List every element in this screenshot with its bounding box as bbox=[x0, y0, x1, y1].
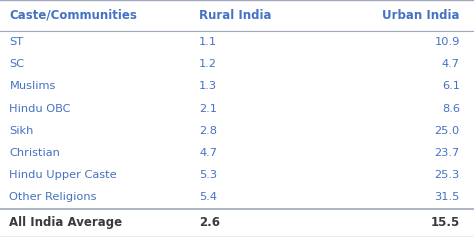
Text: 2.1: 2.1 bbox=[199, 104, 217, 114]
Text: 25.0: 25.0 bbox=[435, 126, 460, 136]
Text: 5.3: 5.3 bbox=[199, 170, 217, 180]
Text: 1.3: 1.3 bbox=[199, 81, 217, 91]
Text: 5.4: 5.4 bbox=[199, 192, 217, 202]
Text: Other Religions: Other Religions bbox=[9, 192, 97, 202]
Text: 2.8: 2.8 bbox=[199, 126, 217, 136]
Text: 1.1: 1.1 bbox=[199, 37, 217, 47]
Text: 31.5: 31.5 bbox=[434, 192, 460, 202]
Text: Christian: Christian bbox=[9, 148, 60, 158]
Text: 1.2: 1.2 bbox=[199, 59, 217, 69]
Text: 2.6: 2.6 bbox=[199, 216, 220, 229]
Text: Urban India: Urban India bbox=[382, 9, 460, 22]
Text: 8.6: 8.6 bbox=[442, 104, 460, 114]
Text: 10.9: 10.9 bbox=[434, 37, 460, 47]
Text: 4.7: 4.7 bbox=[199, 148, 217, 158]
Text: Rural India: Rural India bbox=[199, 9, 272, 22]
Text: Hindu Upper Caste: Hindu Upper Caste bbox=[9, 170, 117, 180]
Text: 6.1: 6.1 bbox=[442, 81, 460, 91]
Text: 23.7: 23.7 bbox=[435, 148, 460, 158]
Text: 15.5: 15.5 bbox=[430, 216, 460, 229]
Text: SC: SC bbox=[9, 59, 25, 69]
Text: 4.7: 4.7 bbox=[442, 59, 460, 69]
Text: Hindu OBC: Hindu OBC bbox=[9, 104, 71, 114]
Text: ST: ST bbox=[9, 37, 24, 47]
Text: 25.3: 25.3 bbox=[435, 170, 460, 180]
Text: All India Average: All India Average bbox=[9, 216, 123, 229]
Text: Sikh: Sikh bbox=[9, 126, 34, 136]
Text: Caste/Communities: Caste/Communities bbox=[9, 9, 137, 22]
Text: Muslims: Muslims bbox=[9, 81, 56, 91]
